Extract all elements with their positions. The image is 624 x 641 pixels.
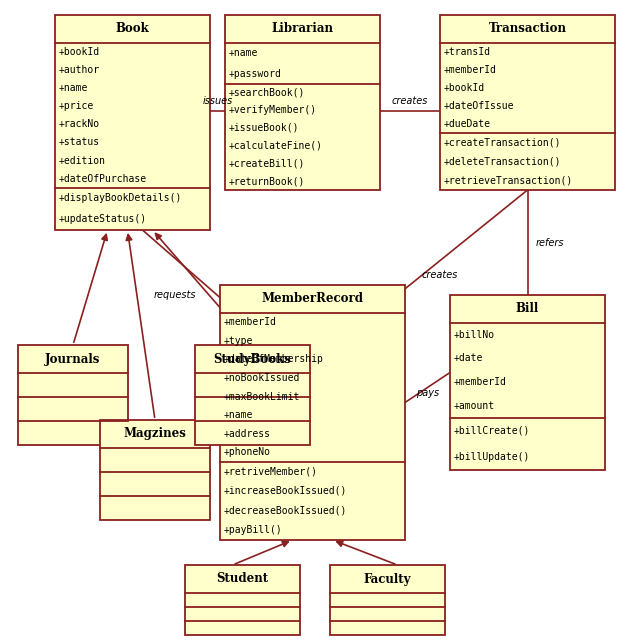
Text: pays: pays (416, 388, 439, 397)
Bar (330, 565, 445, 635)
Text: Faculty: Faculty (364, 572, 411, 585)
Text: refers: refers (535, 238, 564, 247)
Bar (225, 15, 380, 190)
Text: requests: requests (154, 290, 197, 300)
Text: +increaseBookIssued(): +increaseBookIssued() (224, 486, 348, 496)
Text: +status: +status (59, 137, 100, 147)
Text: MemberRecord: MemberRecord (261, 292, 364, 306)
Text: +name: +name (224, 410, 253, 420)
Text: +retriveMember(): +retriveMember() (224, 467, 318, 476)
Bar (55, 15, 210, 230)
Text: +bookId: +bookId (444, 83, 485, 93)
Text: +issueBook(): +issueBook() (229, 123, 300, 133)
Text: +transId: +transId (444, 47, 491, 57)
Text: Bill: Bill (516, 303, 539, 315)
Text: +dueDate: +dueDate (444, 119, 491, 129)
Text: +bookId: +bookId (59, 47, 100, 57)
Text: +returnBook(): +returnBook() (229, 176, 305, 186)
Text: +deleteTransaction(): +deleteTransaction() (444, 156, 562, 167)
Text: creates: creates (422, 270, 458, 280)
Bar (450, 295, 605, 470)
Text: +amount: +amount (454, 401, 495, 411)
Text: Magzines: Magzines (124, 428, 187, 440)
Text: +decreaseBookIssued(): +decreaseBookIssued() (224, 506, 348, 515)
Text: +price: +price (59, 101, 94, 112)
Text: +memberId: +memberId (224, 317, 277, 328)
Bar (185, 565, 300, 635)
Text: issues: issues (202, 96, 233, 106)
Text: +noBookIssued: +noBookIssued (224, 373, 300, 383)
Text: +calculateFine(): +calculateFine() (229, 141, 323, 151)
Text: Journals: Journals (46, 353, 100, 365)
Text: +dateOfIssue: +dateOfIssue (444, 101, 515, 111)
Text: Book: Book (115, 22, 149, 35)
Bar (195, 345, 310, 445)
Text: +author: +author (59, 65, 100, 75)
Text: +retrieveTransaction(): +retrieveTransaction() (444, 176, 573, 185)
Bar (440, 15, 615, 190)
Text: +type: +type (224, 336, 253, 346)
Text: +address: +address (224, 429, 271, 438)
Text: +date: +date (454, 353, 484, 363)
Text: creates: creates (392, 96, 428, 106)
Text: Transaction: Transaction (489, 22, 567, 35)
Bar (100, 420, 210, 520)
Text: +billCreate(): +billCreate() (454, 426, 530, 436)
Text: +password: +password (229, 69, 282, 78)
Text: +createBill(): +createBill() (229, 158, 305, 169)
Text: +dateOfPurchase: +dateOfPurchase (59, 174, 147, 183)
Bar (18, 345, 128, 445)
Text: StudyBooks: StudyBooks (213, 353, 291, 365)
Text: +dateOfMembership: +dateOfMembership (224, 354, 324, 365)
Text: +displayBookDetails(): +displayBookDetails() (59, 194, 182, 203)
Text: +phoneNo: +phoneNo (224, 447, 271, 457)
Text: +memberId: +memberId (444, 65, 497, 75)
Text: Student: Student (217, 572, 268, 585)
Text: +createTransaction(): +createTransaction() (444, 137, 562, 147)
Text: +verifyMember(): +verifyMember() (229, 105, 317, 115)
Text: Librarian: Librarian (271, 22, 333, 35)
Text: +edition: +edition (59, 156, 106, 165)
Text: +rackNo: +rackNo (59, 119, 100, 129)
Text: +searchBook(): +searchBook() (229, 88, 305, 97)
Text: +name: +name (59, 83, 89, 93)
Text: +payBill(): +payBill() (224, 525, 283, 535)
Text: +billUpdate(): +billUpdate() (454, 452, 530, 462)
Text: +maxBookLimit: +maxBookLimit (224, 392, 300, 401)
Bar (220, 285, 405, 540)
Text: +name: +name (229, 48, 258, 58)
Text: +memberId: +memberId (454, 377, 507, 387)
Text: +updateStatus(): +updateStatus() (59, 215, 147, 224)
Text: +billNo: +billNo (454, 330, 495, 340)
